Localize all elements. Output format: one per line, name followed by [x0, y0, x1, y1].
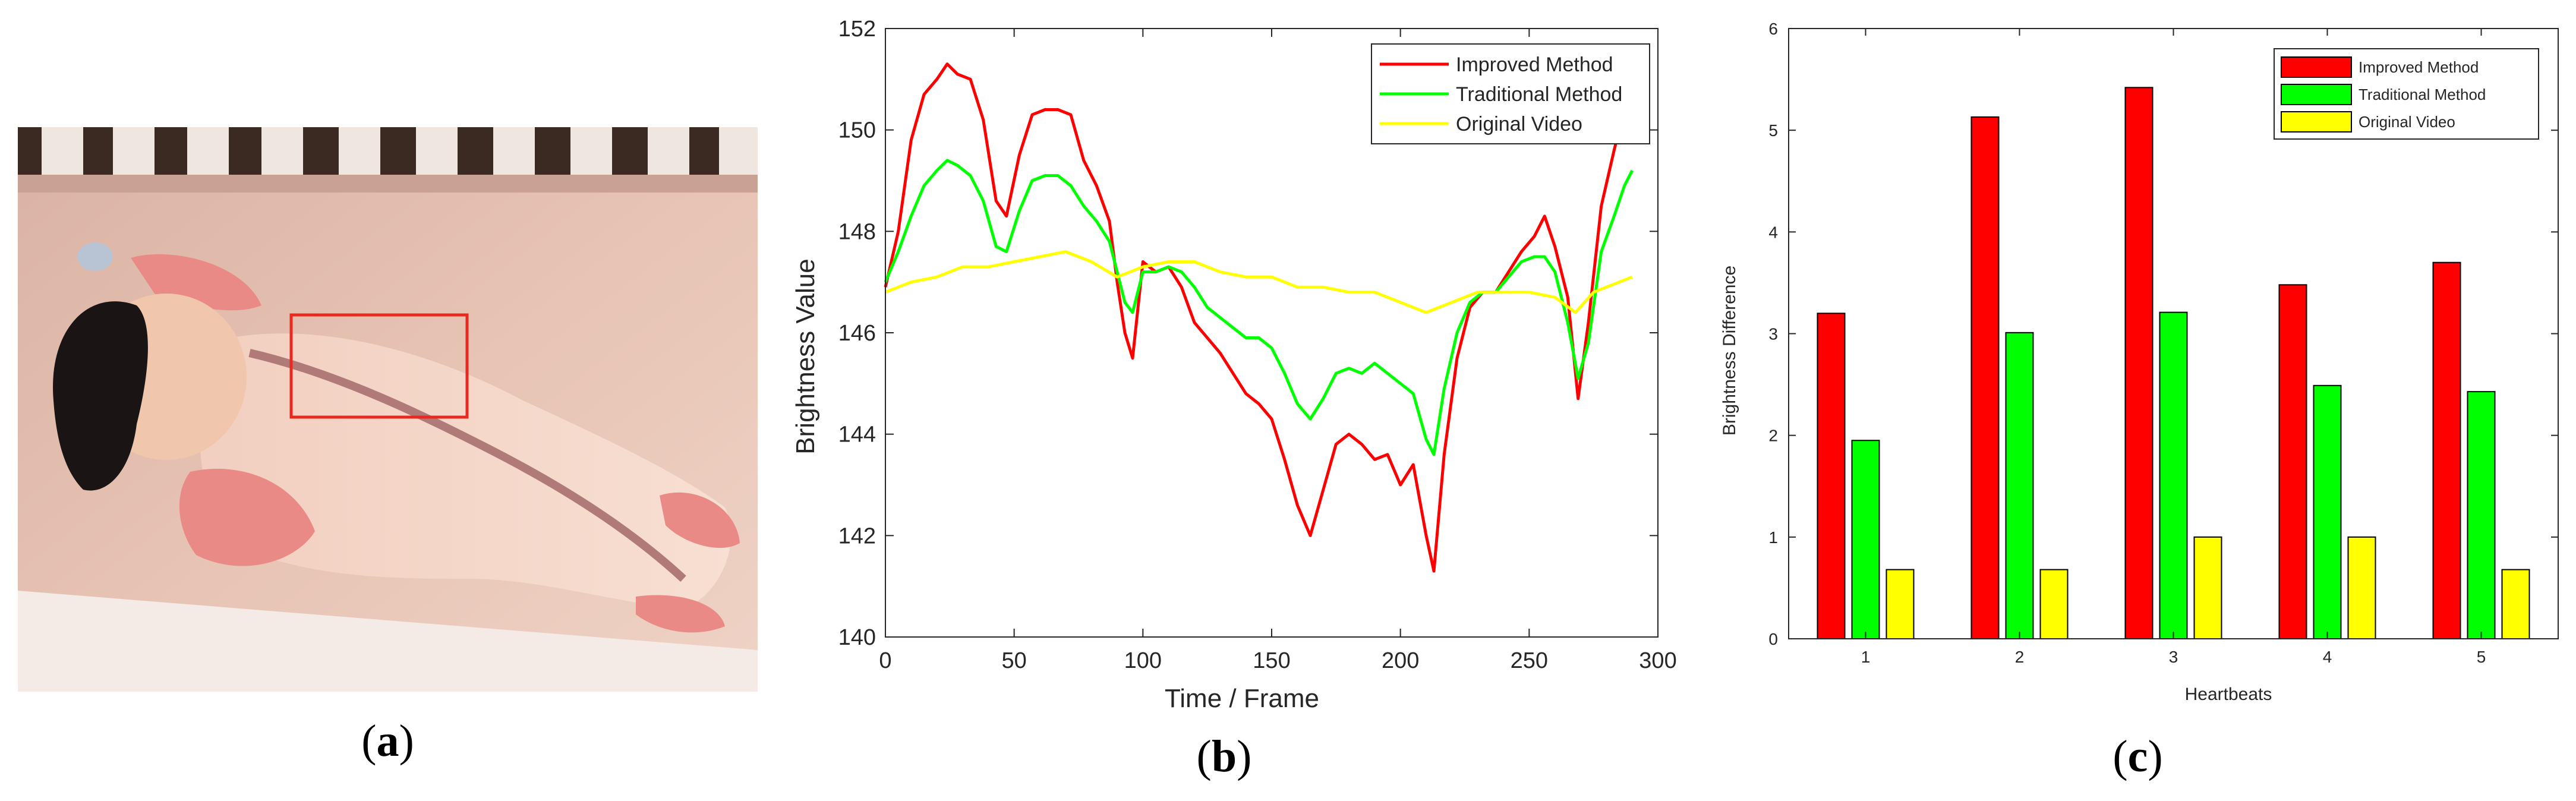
x-tick-label: 50 [1002, 648, 1027, 673]
line-chart-legend: Improved Method Traditional Method Origina… [1371, 43, 1650, 144]
legend-swatch [2281, 111, 2352, 133]
zipper [248, 349, 686, 582]
bar-improved-method [1970, 116, 2000, 639]
sleeve-arm-lower [179, 468, 315, 566]
roi-rectangle [289, 313, 469, 419]
y-tick-label: 2 [1768, 427, 1778, 445]
bar-chart: 1 2 3 4 5 0 1 2 3 4 5 6 Improved Method Traditional M… [1720, 20, 2559, 704]
bar-chart-plot-area: 1 2 3 4 5 0 1 2 3 4 5 6 Improved Method Traditional M… [1768, 20, 2559, 666]
y-tick-label: 3 [1768, 325, 1778, 343]
bar-chart-y-label: Brightness Difference [1720, 266, 1739, 436]
legend-label: Traditional Method [1456, 83, 1622, 106]
x-tick-label: 2 [2015, 648, 2025, 666]
y-tick-label: 148 [838, 219, 876, 244]
photo-panel: (a) [18, 127, 758, 766]
infant-photo [18, 127, 758, 692]
foot-lower [636, 595, 725, 633]
bar-traditional-method [2159, 311, 2188, 639]
y-tick-label: 152 [838, 17, 876, 42]
x-tick-label: 100 [1124, 648, 1162, 673]
y-tick-label: 6 [1768, 20, 1778, 38]
bar-chart-legend: Improved Method Traditional Method Origina… [2274, 48, 2539, 140]
legend-label: Original Video [2359, 113, 2455, 131]
bar-improved-method [2124, 87, 2154, 640]
x-tick-label: 5 [2477, 648, 2486, 666]
bar-traditional-method [2467, 391, 2496, 639]
line-chart-plot-area: 0 50 100 150 200 250 300 140 142 144 146 148 150 152 I… [838, 17, 1677, 673]
series-line-traditional-method [884, 159, 1634, 456]
line-chart-x-label: Time / Frame [1165, 684, 1319, 713]
bar-traditional-method [1851, 440, 1880, 639]
sleeper-suit [200, 333, 732, 608]
legend-label: Traditional Method [2359, 86, 2486, 103]
series-line-improved-method [884, 62, 1634, 573]
crib-edge [18, 591, 758, 692]
bar-improved-method [1817, 313, 1846, 639]
bar-traditional-method [2005, 332, 2034, 639]
caption-b: (b) [1196, 731, 1252, 781]
y-tick-label: 0 [1768, 630, 1778, 648]
line-chart-panel: 0 50 100 150 200 250 300 140 142 144 146 148 150 152 I… [767, 0, 1682, 801]
caption-c: (c) [2112, 731, 2163, 781]
y-tick-label: 4 [1768, 223, 1778, 241]
line-chart-y-label: Brightness Value [791, 258, 820, 454]
bar-improved-method [2278, 284, 2307, 639]
bar-original-video [1886, 569, 1915, 639]
x-tick-label: 250 [1511, 648, 1548, 673]
legend-label: Improved Method [2359, 58, 2479, 76]
bar-chart-x-label: Heartbeats [2185, 685, 2272, 704]
bar-original-video [2193, 536, 2222, 639]
caption-a: (a) [361, 716, 414, 766]
y-tick-label: 5 [1768, 121, 1778, 140]
foot-upper [660, 492, 740, 548]
bar-improved-method [2432, 261, 2461, 639]
pacifier [77, 242, 113, 271]
y-tick-label: 142 [838, 524, 876, 548]
caption-b-letter: b [1211, 731, 1237, 781]
y-tick-label: 1 [1768, 528, 1778, 547]
bar-original-video [2347, 536, 2376, 639]
crib-bars [18, 127, 758, 193]
x-tick-label: 0 [879, 648, 891, 673]
bar-chart-axes-box [1788, 28, 2559, 639]
x-tick-label: 1 [1861, 648, 1871, 666]
legend-label: Improved Method [1456, 53, 1613, 76]
bar-original-video [2501, 569, 2530, 639]
series-line-original-video [885, 250, 1633, 314]
y-tick-label: 140 [838, 625, 876, 650]
y-tick-label: 150 [838, 118, 876, 143]
x-tick-label: 3 [2169, 648, 2178, 666]
x-tick-label: 200 [1382, 648, 1419, 673]
infant-hair [53, 301, 148, 491]
bar-chart-panel: 1 2 3 4 5 0 1 2 3 4 5 6 Improved Method Traditional M… [1700, 0, 2576, 801]
legend-label: Original Video [1456, 113, 1582, 135]
y-tick-label: 144 [838, 422, 876, 447]
bar-traditional-method [2313, 384, 2342, 639]
caption-c-letter: c [2127, 731, 2148, 781]
legend-swatch [2281, 84, 2352, 105]
x-tick-label: 300 [1639, 648, 1676, 673]
x-tick-label: 150 [1253, 648, 1290, 673]
x-tick-label: 4 [2323, 648, 2332, 666]
y-tick-label: 146 [838, 321, 876, 346]
line-chart: 0 50 100 150 200 250 300 140 142 144 146 148 150 152 I… [791, 17, 1677, 713]
caption-a-letter: a [376, 716, 399, 766]
legend-swatch [2281, 56, 2352, 78]
bar-original-video [2039, 569, 2069, 639]
